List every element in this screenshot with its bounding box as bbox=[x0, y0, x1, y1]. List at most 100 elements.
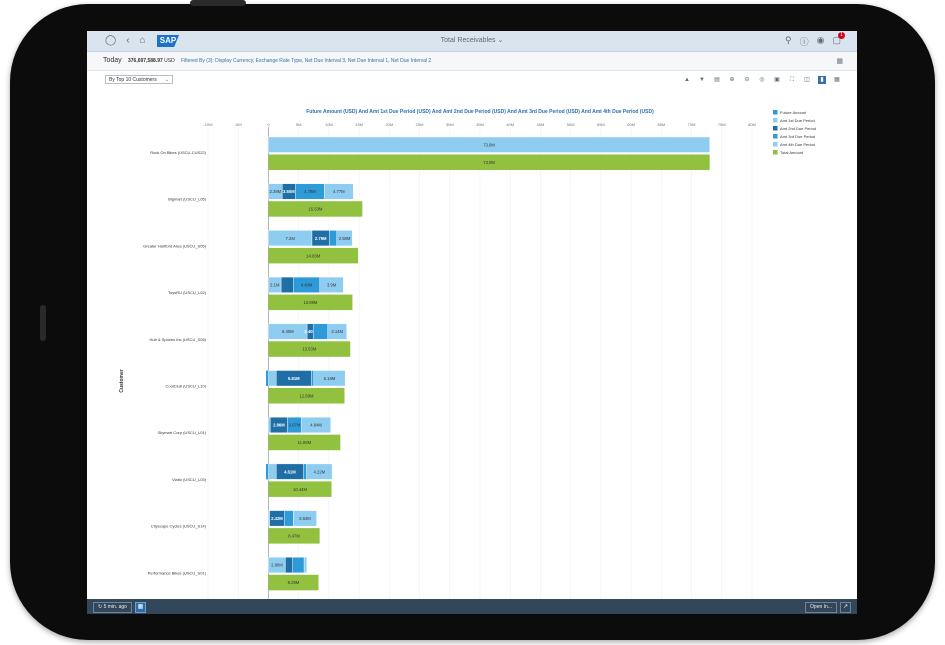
chevron-down-icon: ⌄ bbox=[164, 77, 169, 83]
x-tick-label: 45M bbox=[537, 122, 545, 127]
total-amount: 376,697,588.97 USD bbox=[128, 58, 175, 64]
filter-bar-icon[interactable]: ▦ bbox=[135, 602, 146, 613]
bar-data-label: 3.07M bbox=[289, 423, 301, 428]
search-icon[interactable]: ⚲ bbox=[785, 35, 792, 45]
bar-segment bbox=[266, 370, 269, 386]
legend-label: Total Amount bbox=[780, 150, 804, 155]
legend-label: Amt 3rd Due Period bbox=[780, 134, 815, 139]
total-data-label: 8.47M bbox=[288, 533, 300, 538]
bar-data-label: 4.40M bbox=[301, 282, 313, 287]
x-tick-label: 35M bbox=[476, 122, 484, 127]
total-bar bbox=[268, 528, 320, 544]
x-tick-label: -10M bbox=[203, 122, 212, 127]
notification-badge: 1 bbox=[838, 32, 845, 39]
help-icon[interactable]: ⓘ bbox=[799, 37, 809, 47]
trash-icon[interactable]: ▲ bbox=[684, 77, 690, 83]
back-icon[interactable]: ‹ bbox=[126, 35, 130, 46]
document-icon[interactable]: ▤ bbox=[714, 77, 720, 83]
legend-swatch bbox=[773, 110, 778, 115]
chart-view-icon[interactable]: ▮ bbox=[818, 76, 826, 84]
refresh-button[interactable]: ↻ 5 min. ago bbox=[93, 602, 132, 613]
fullscreen-icon[interactable]: ⛶ bbox=[789, 77, 795, 83]
bar-segment bbox=[268, 417, 271, 433]
bar-data-label: 2.80M bbox=[271, 563, 283, 568]
open-in-button[interactable]: Open In... bbox=[805, 602, 837, 613]
tablet-side-button bbox=[40, 305, 46, 341]
bar-segment bbox=[268, 370, 277, 387]
home-icon[interactable]: ⌂ bbox=[139, 35, 146, 46]
bar-segment bbox=[336, 230, 353, 247]
table-view-icon[interactable]: ▦ bbox=[834, 77, 840, 83]
total-data-label: 14.83M bbox=[306, 253, 320, 258]
bar-data-label: 3.50M bbox=[283, 189, 295, 194]
bar-segment bbox=[303, 463, 307, 480]
bar-data-label: 73.0M bbox=[483, 142, 495, 147]
bar-segment bbox=[311, 370, 315, 387]
category-label: Bigmart (USCU_L05) bbox=[168, 197, 206, 202]
bar-data-label: 4.51M bbox=[284, 469, 296, 474]
bar-data-label: 2.42M bbox=[271, 516, 283, 521]
x-tick-label: 10M bbox=[325, 122, 333, 127]
total-bar bbox=[268, 247, 359, 264]
category-label: CoolClub (USCU_L10) bbox=[166, 384, 207, 389]
category-label: Skymart Corp (USCU_L01) bbox=[158, 430, 207, 435]
calendar-icon[interactable]: ▣ bbox=[774, 77, 780, 83]
legend-swatch bbox=[773, 150, 778, 155]
bar-segment bbox=[324, 183, 354, 200]
info-icon[interactable]: ◉ bbox=[816, 35, 825, 45]
x-tick-label: 65M bbox=[657, 122, 665, 127]
bar-segment bbox=[284, 510, 294, 527]
category-label: Performance Bikes (USCU_S01) bbox=[148, 570, 207, 575]
zoom-in-icon[interactable]: ⊕ bbox=[729, 77, 735, 83]
category-label: Greater Hartford Area (USCU_S05) bbox=[143, 243, 207, 248]
globe-icon[interactable]: ◎ bbox=[759, 77, 765, 83]
bar-data-label: 4.78M bbox=[304, 189, 316, 194]
delete-icon[interactable]: ▼ bbox=[699, 77, 705, 83]
legend-swatch bbox=[773, 134, 778, 139]
legend-label: Amt 1st Due Period bbox=[780, 118, 815, 123]
x-tick-label: 0 bbox=[267, 122, 270, 127]
header-bar: Today 376,697,588.97 USD Filtered By (3)… bbox=[87, 52, 857, 71]
share-icon[interactable]: ↗ bbox=[840, 602, 851, 613]
x-tick-label: 25M bbox=[416, 122, 424, 127]
bar-segment bbox=[285, 557, 293, 573]
app-title[interactable]: Total Receivables ⌄ bbox=[440, 37, 504, 44]
bar-segment bbox=[301, 417, 331, 433]
x-tick-label: 55M bbox=[597, 122, 605, 127]
x-tick-label: 40M bbox=[506, 122, 514, 127]
bar-data-label: 3.84M bbox=[299, 516, 311, 521]
total-bar bbox=[268, 574, 319, 591]
total-data-label: 8.28M bbox=[288, 580, 300, 585]
receivables-chart: Future Amount (USD) And Amt 1st Due Peri… bbox=[119, 109, 816, 599]
total-bar bbox=[268, 434, 341, 451]
category-label: Cityscape Cycles (USCU_S14) bbox=[151, 524, 207, 529]
user-icon[interactable]: ◯ bbox=[105, 35, 117, 46]
total-bar bbox=[268, 481, 332, 497]
bell-icon[interactable]: ▢ bbox=[832, 35, 841, 45]
total-data-label: 12.58M bbox=[299, 393, 313, 398]
legend-label: Amt 2nd Due Period bbox=[780, 126, 816, 131]
total-data-label: 15.53M bbox=[308, 207, 322, 212]
bar-segment bbox=[268, 136, 710, 153]
total-bar bbox=[268, 154, 710, 170]
bar-data-label: 2.40M bbox=[304, 329, 316, 334]
total-data-label: 11.89M bbox=[298, 440, 312, 445]
legend-swatch bbox=[773, 126, 778, 131]
bar-segment bbox=[266, 463, 269, 480]
view-select[interactable]: By Top 10 Customers ⌄ bbox=[105, 75, 173, 84]
shell-bar: ◯ ‹ ⌂ SAP Total Receivables ⌄ ⚲ ⓘ ◉ ▢ 1 bbox=[87, 31, 857, 52]
category-label: ToysRU (USCU_L02) bbox=[168, 290, 207, 295]
bar-segment bbox=[292, 557, 305, 573]
x-tick-label: 75M bbox=[718, 122, 726, 127]
grid-icon[interactable]: ▦ bbox=[836, 58, 843, 65]
filter-info[interactable]: Filtered By (3): Display Currency, Excha… bbox=[181, 58, 432, 64]
total-bar bbox=[268, 201, 363, 217]
legend-icon[interactable]: ◫ bbox=[804, 77, 810, 83]
bar-segment bbox=[268, 463, 277, 480]
bar-data-label: 2.58M bbox=[339, 236, 351, 241]
bar-segment bbox=[280, 276, 294, 293]
x-tick-label: 60M bbox=[627, 122, 635, 127]
zoom-out-icon[interactable]: ⊖ bbox=[744, 77, 750, 83]
sap-logo[interactable]: SAP bbox=[157, 35, 179, 47]
total-data-label: 73.0M bbox=[483, 160, 495, 165]
